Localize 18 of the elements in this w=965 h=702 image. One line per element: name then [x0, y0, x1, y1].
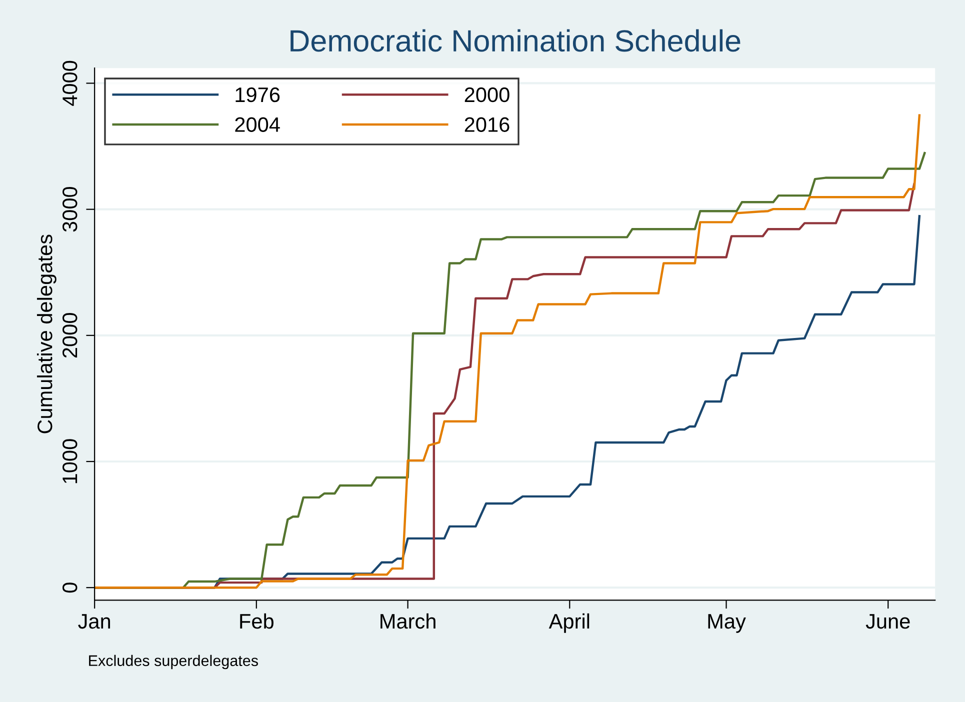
y-tick-label: 0	[62, 582, 78, 593]
y-axis-title: Cumulative delegates	[36, 234, 56, 434]
y-tick-label: 4000	[62, 60, 78, 106]
legend-label: 1976	[236, 87, 280, 102]
legend-label: 2016	[464, 117, 510, 132]
y-tick-label: 3000	[62, 186, 78, 232]
chart-title: Democratic Nomination Schedule	[290, 29, 740, 52]
x-tick-label: Feb	[240, 613, 274, 629]
y-tick-label: 1000	[62, 439, 78, 484]
legend-label: 2000	[464, 87, 510, 102]
x-tick-label: May	[708, 614, 746, 633]
x-tick-label: March	[380, 613, 436, 629]
x-tick-label: June	[866, 614, 910, 629]
text: Excludes superdelegates	[89, 654, 258, 670]
x-tick-label: April	[548, 613, 590, 633]
legend-label: 2004	[235, 117, 280, 132]
x-tick-label: Jan	[78, 614, 110, 629]
y-tick-label: 2000	[62, 313, 78, 358]
